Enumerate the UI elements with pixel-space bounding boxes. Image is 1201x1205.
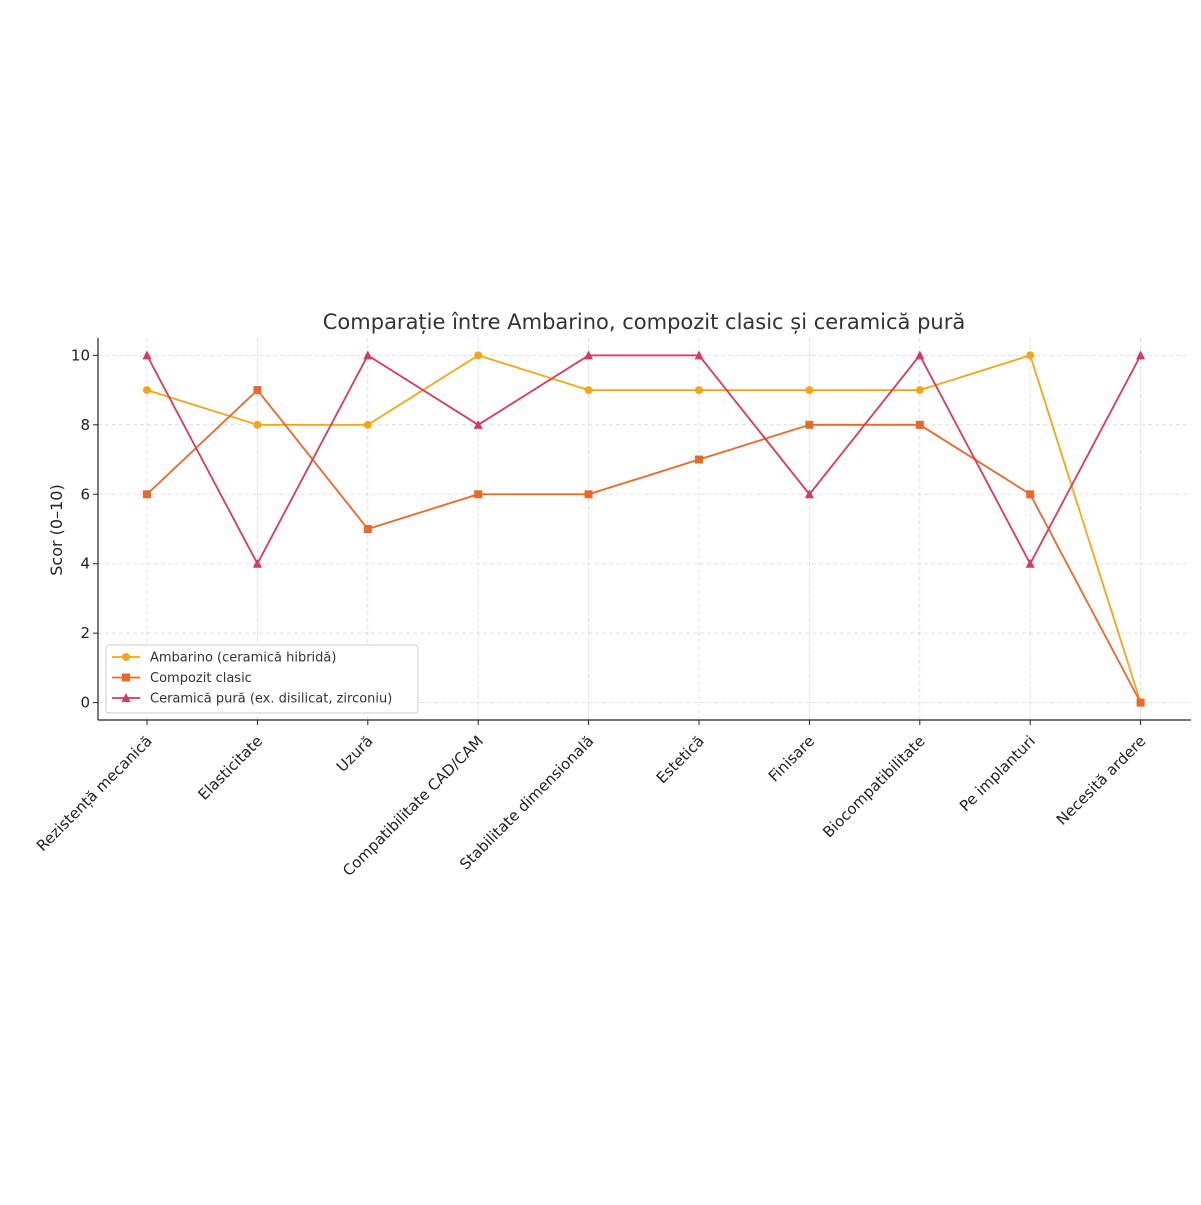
legend: Ambarino (ceramică hibridă) Compozit clas…: [105, 644, 419, 714]
data-point: [253, 420, 262, 429]
legend-label: Compozit clasic: [150, 671, 252, 686]
x-tick-label: Uzură: [333, 732, 377, 776]
y-tick-label: 4: [80, 555, 90, 573]
x-tick-label: Necesită ardere: [1053, 732, 1150, 829]
legend-item: Compozit clasic: [112, 671, 252, 686]
data-point: [915, 420, 924, 429]
data-point: [1026, 351, 1035, 360]
data-point: [143, 490, 151, 499]
data-point: [804, 489, 814, 499]
data-point: [915, 386, 924, 395]
data-point: [695, 455, 703, 464]
data-point: [474, 490, 483, 499]
data-point: [915, 350, 925, 360]
y-tick-label: 10: [71, 346, 90, 364]
data-point: [1136, 698, 1145, 707]
legend-marker: [121, 693, 131, 702]
data-point: [1025, 558, 1035, 568]
legend-label: Ambarino (ceramică hibridă): [150, 651, 336, 666]
legend-label: Ceramică pură (ex. disilicat, zirconiu): [150, 692, 392, 707]
data-point: [695, 386, 703, 395]
legend-item: Ceramică pură (ex. disilicat, zirconiu): [112, 692, 392, 707]
x-tick-label: Pe implanturi: [956, 732, 1039, 815]
y-tick-label: 0: [80, 694, 90, 712]
data-point: [143, 386, 151, 395]
data-point: [252, 558, 262, 568]
series-3: [142, 350, 1146, 568]
chart-title: Comparație între Ambarino, compozit clas…: [323, 310, 965, 334]
data-point: [584, 386, 593, 395]
axes: 0 2 4 6 8 10 Rezistență mecanică Elasticitate Uz…: [33, 338, 1191, 880]
x-tick-label: Rezistență mecanică: [33, 732, 156, 855]
data-point: [1026, 490, 1035, 499]
series-line: [146, 354, 1142, 703]
data-point: [805, 386, 814, 395]
data-point: [584, 490, 593, 499]
y-tick-label: 8: [80, 416, 90, 434]
x-tick-label: Finisare: [765, 732, 818, 785]
series-line: [146, 354, 1142, 565]
y-tick-label: 6: [80, 485, 90, 503]
y-tick-label: 2: [80, 624, 90, 642]
data-point: [142, 350, 152, 360]
data-point: [253, 386, 262, 395]
data-point: [473, 419, 483, 429]
data-point: [363, 525, 372, 533]
y-axis-label: Scor (0–10): [47, 484, 66, 575]
data-point: [584, 350, 594, 360]
data-point: [363, 350, 373, 360]
legend-item: Ambarino (ceramică hibridă): [112, 651, 336, 666]
data-point: [694, 350, 704, 360]
x-tick-label: Estetică: [653, 732, 708, 787]
x-tick-label: Biocompatibilitate: [819, 732, 928, 841]
x-tick-label: Elasticitate: [195, 732, 267, 804]
legend-marker: [122, 653, 130, 661]
data-point: [474, 351, 483, 360]
data-point: [1136, 350, 1146, 360]
legend-marker: [122, 673, 130, 682]
series-layer: [142, 350, 1146, 707]
data-point: [363, 420, 372, 429]
data-point: [805, 420, 814, 429]
legend-box: [105, 644, 419, 714]
